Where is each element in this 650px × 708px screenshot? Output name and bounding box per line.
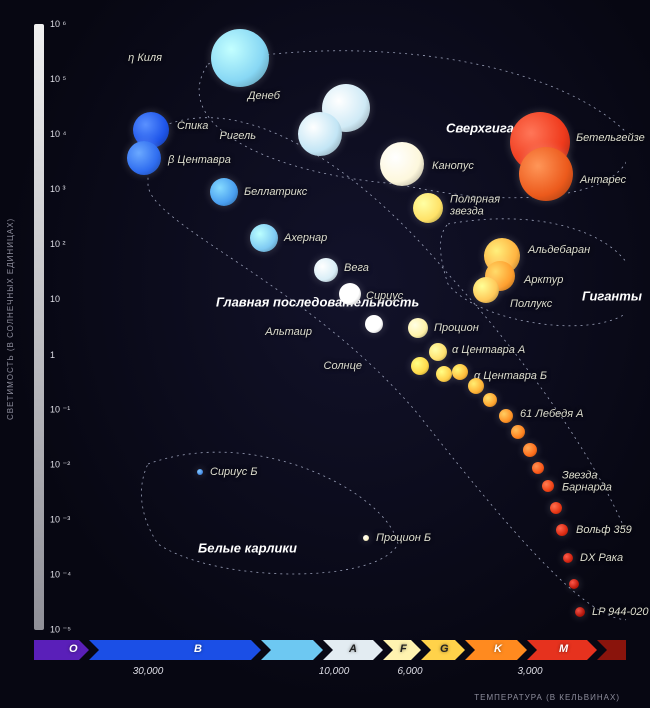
ytick: 10 <box>50 294 60 304</box>
star-label: Процион <box>434 322 479 334</box>
yaxis-gradient <box>34 24 44 630</box>
spectral-class-letter: G <box>440 643 449 655</box>
star-label: Канопус <box>432 160 474 172</box>
plot-area: СверхгигантыГигантыГлавная последователь… <box>88 24 626 630</box>
ytick: 10 ⁵ <box>50 74 66 84</box>
star-label: ЗвездаБарнарда <box>562 470 612 493</box>
spectral-class-seg <box>597 640 626 660</box>
spectral-class-bar: OBAFGKM <box>34 640 626 660</box>
star-label: Ригель <box>220 130 257 142</box>
region-label: Гиганты <box>582 289 642 304</box>
star-label: Денеб <box>248 90 280 102</box>
star-marker <box>365 315 383 333</box>
xaxis-title: ТЕМПЕРАТУРА (В КЕЛЬВИНАХ) <box>474 693 620 702</box>
star-marker <box>210 178 238 206</box>
xtick: 30,000 <box>133 666 164 677</box>
star-marker <box>411 357 429 375</box>
star-label: α Центавра Б <box>474 370 547 382</box>
ytick: 10 ³ <box>50 184 66 194</box>
star-label: Спика <box>177 120 208 132</box>
star-label: Сириус <box>366 290 403 302</box>
star-marker <box>339 283 361 305</box>
star-label: Беллатрикс <box>244 186 307 198</box>
star-marker <box>436 366 452 382</box>
region-outline <box>141 452 398 574</box>
star-marker <box>127 141 161 175</box>
spectral-class-seg <box>261 640 323 660</box>
star-marker <box>211 29 269 87</box>
yaxis-title: СВЕТИМОСТЬ (В СОЛНЕЧНЫХ ЕДИНИЦАХ) <box>6 218 15 420</box>
ytick: 1 <box>50 350 55 360</box>
star-label: Арктур <box>524 274 563 286</box>
star-label: 61 Лебедя А <box>520 408 583 420</box>
star-marker <box>519 147 573 201</box>
spectral-class-letter: K <box>494 643 502 655</box>
star-label: Антарес <box>580 174 626 186</box>
star-marker <box>575 607 585 617</box>
ytick: 10 ² <box>50 239 66 249</box>
star-marker <box>473 277 499 303</box>
star-marker <box>413 193 443 223</box>
star-label: Бетельгейзе <box>576 132 645 144</box>
ytick: 10 ⁻² <box>50 459 70 470</box>
star-marker <box>563 553 573 563</box>
ytick: 10 ⁻¹ <box>50 404 70 415</box>
star-label: β Центавра <box>168 154 231 166</box>
star-label: Вега <box>344 262 369 274</box>
ytick: 10 ⁻⁵ <box>50 625 71 636</box>
ytick: 10 ⁶ <box>50 19 66 29</box>
xtick: 10,000 <box>319 666 350 677</box>
star-marker <box>408 318 428 338</box>
star-marker <box>380 142 424 186</box>
spectral-class-seg <box>34 640 89 660</box>
star-label: Альдебаран <box>528 244 590 256</box>
star-marker <box>452 364 468 380</box>
star-marker <box>197 469 203 475</box>
star-marker <box>550 502 562 514</box>
star-label: Сириус Б <box>210 466 258 478</box>
star-label: Поллукс <box>510 298 552 310</box>
star-marker <box>250 224 278 252</box>
hr-diagram: СВЕТИМОСТЬ (В СОЛНЕЧНЫХ ЕДИНИЦАХ) ТЕМПЕР… <box>0 0 650 708</box>
xtick: 3,000 <box>517 666 542 677</box>
ytick: 10 ⁻³ <box>50 514 70 525</box>
star-marker <box>569 579 579 589</box>
spectral-class-letter: M <box>559 643 568 655</box>
star-marker <box>314 258 338 282</box>
region-label: Белые карлики <box>198 541 297 556</box>
spectral-class-letter: A <box>349 643 357 655</box>
star-marker <box>523 443 537 457</box>
star-label: DX Рака <box>580 552 623 564</box>
star-label: Процион Б <box>376 532 431 544</box>
spectral-class-letter: B <box>194 643 202 655</box>
star-marker <box>499 409 513 423</box>
star-label: Альтаир <box>265 326 312 338</box>
star-label: Солнце <box>324 360 362 372</box>
ytick: 10 ⁴ <box>50 129 66 139</box>
star-label: Ахернар <box>284 232 327 244</box>
ytick: 10 ⁻⁴ <box>50 569 71 580</box>
star-marker <box>511 425 525 439</box>
star-marker <box>483 393 497 407</box>
star-marker <box>542 480 554 492</box>
star-label: η Киля <box>128 52 162 64</box>
star-label: Полярнаязвезда <box>450 194 500 217</box>
star-marker <box>363 535 369 541</box>
star-marker <box>532 462 544 474</box>
spectral-class-letter: O <box>69 643 78 655</box>
star-marker <box>556 524 568 536</box>
xtick: 6,000 <box>397 666 422 677</box>
star-marker <box>429 343 447 361</box>
spectral-class-seg <box>89 640 261 660</box>
star-label: α Центавра А <box>452 344 525 356</box>
star-label: Вольф 359 <box>576 524 632 536</box>
star-marker <box>298 112 342 156</box>
star-label: LP 944-020 <box>592 606 648 618</box>
star-marker <box>468 378 484 394</box>
spectral-class-letter: F <box>400 643 407 655</box>
